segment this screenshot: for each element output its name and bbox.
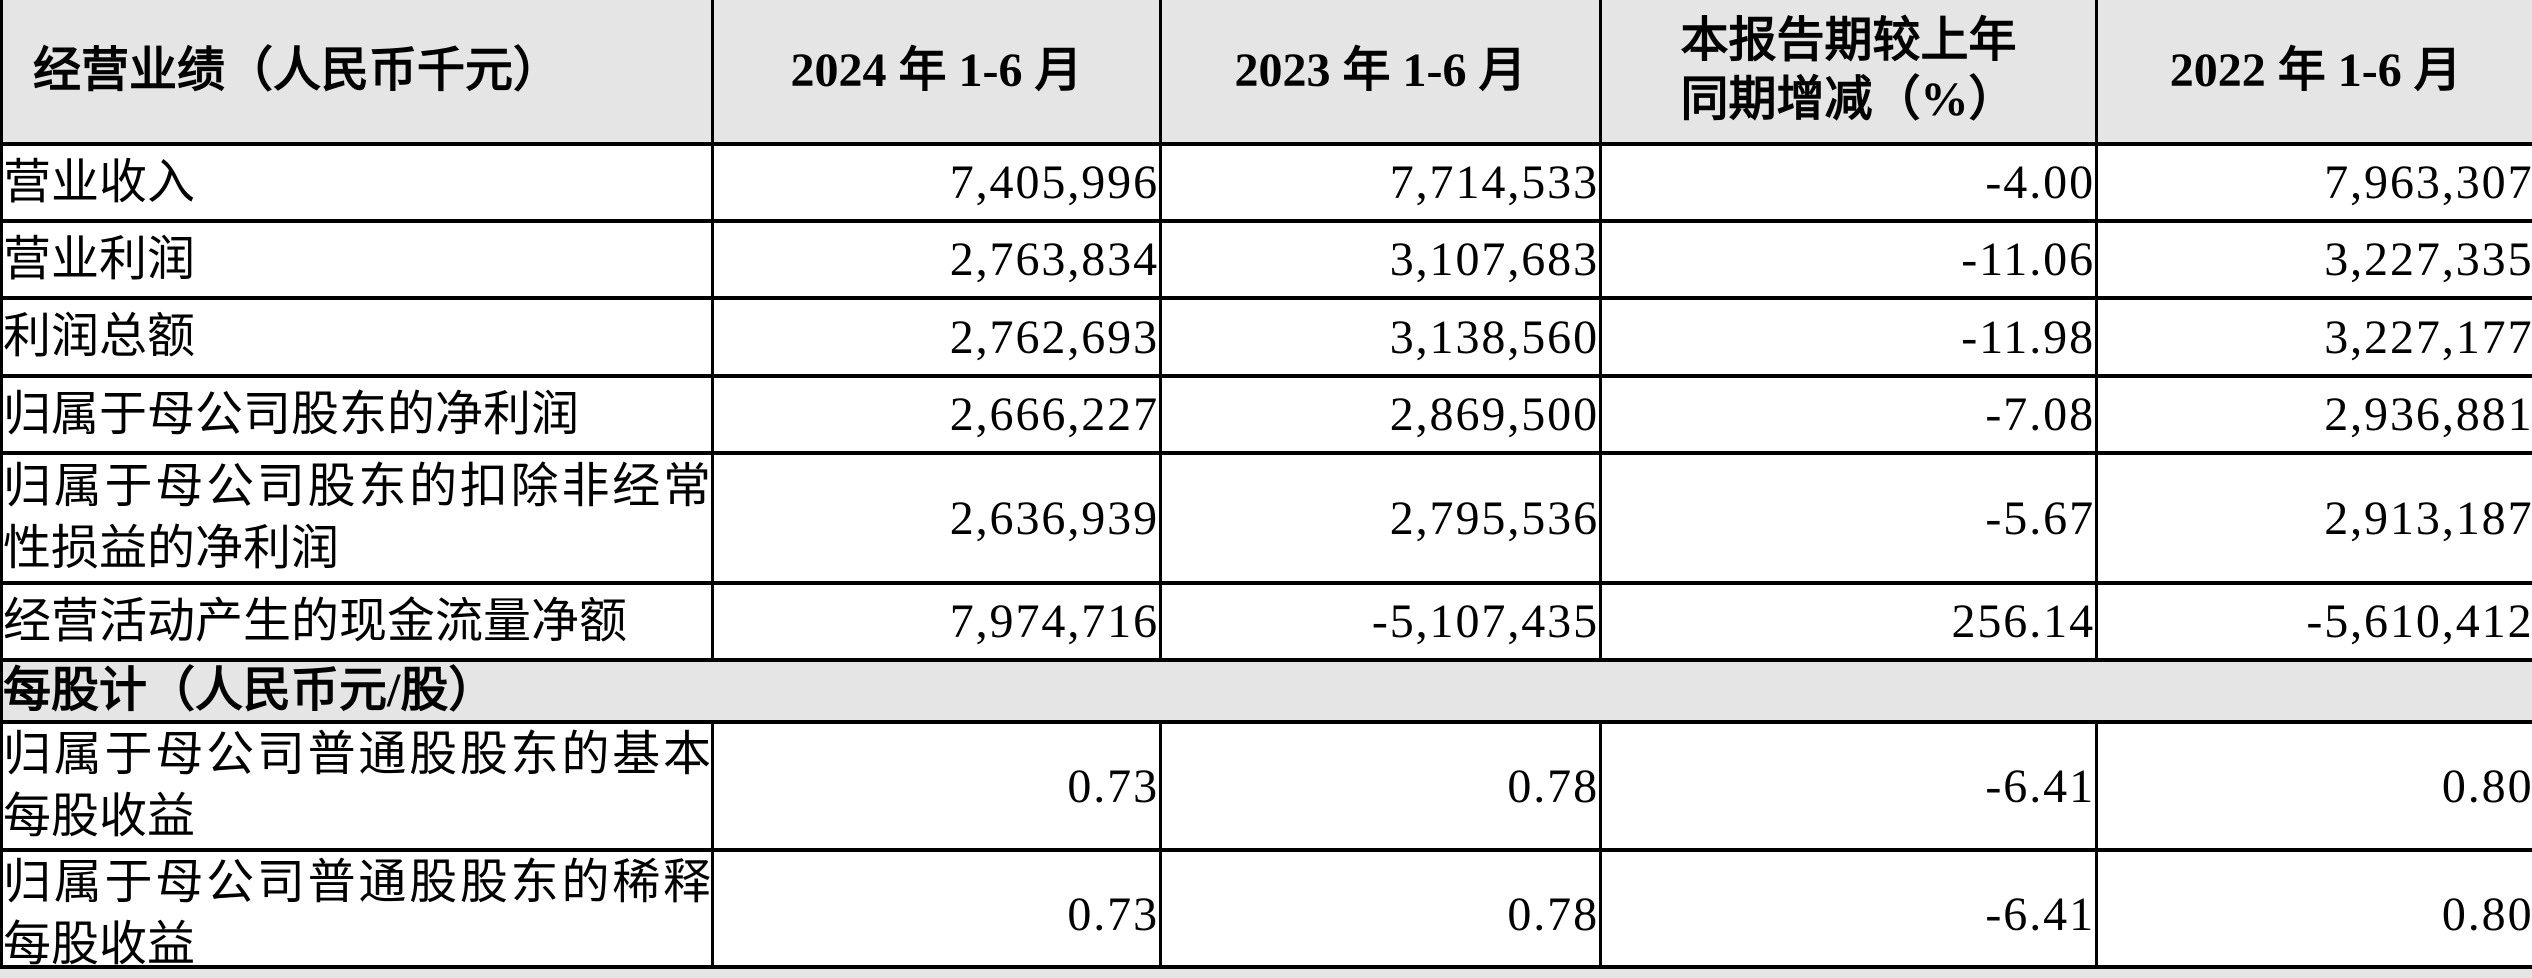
table-row-net-profit-excl-nonrecurring: 归属于母公司股东的扣除非经常性损益的净利润 2,636,939 2,795,53… (0, 451, 2532, 585)
value-change: -7.08 (1599, 374, 2098, 455)
row-label: 利润总额 (0, 296, 714, 378)
value-2022: 0.80 (2095, 720, 2532, 852)
value-change: -4.00 (1599, 142, 2098, 223)
value-2023: 7,714,533 (1159, 142, 1602, 223)
value-2022: 2,913,187 (2095, 451, 2532, 585)
value-2024: 7,405,996 (711, 142, 1162, 223)
value-2023: 2,795,536 (1159, 451, 1602, 585)
table-row-operating-revenue: 营业收入 7,405,996 7,714,533 -4.00 7,963,307 (0, 142, 2532, 223)
cropped-next-section-strip (0, 965, 2532, 978)
value-2023: 0.78 (1159, 720, 1602, 852)
value-2024: 7,974,716 (711, 581, 1162, 662)
section-divider-per-share: 每股计（人民币元/股） (0, 658, 2532, 724)
row-label: 营业利润 (0, 219, 714, 300)
value-change: -6.41 (1599, 720, 2098, 852)
value-2024: 0.73 (711, 848, 1162, 978)
table-row-operating-profit: 营业利润 2,763,834 3,107,683 -11.06 3,227,33… (0, 219, 2532, 300)
column-header-2024: 2024 年 1-6 月 (711, 0, 1162, 146)
value-2022: 0.80 (2095, 848, 2532, 978)
value-2023: -5,107,435 (1159, 581, 1602, 662)
value-2024: 2,636,939 (711, 451, 1162, 585)
row-label: 归属于母公司股东的净利润 (0, 374, 714, 455)
value-change: -5.67 (1599, 451, 2098, 585)
row-label: 营业收入 (0, 142, 714, 223)
column-header-2022: 2022 年 1-6 月 (2095, 0, 2532, 146)
table-row-diluted-eps: 归属于母公司普通股股东的稀释每股收益 0.73 0.78 -6.41 0.80 (0, 848, 2532, 978)
value-change: -6.41 (1599, 848, 2098, 978)
row-label: 归属于母公司股东的扣除非经常性损益的净利润 (0, 451, 714, 585)
value-2024: 2,763,834 (711, 219, 1162, 300)
table-row-total-profit: 利润总额 2,762,693 3,138,560 -11.98 3,227,17… (0, 296, 2532, 378)
value-2022: 2,936,881 (2095, 374, 2532, 455)
value-2022: -5,610,412 (2095, 581, 2532, 662)
value-change: -11.98 (1599, 296, 2098, 378)
table-row-net-profit-attributable: 归属于母公司股东的净利润 2,666,227 2,869,500 -7.08 2… (0, 374, 2532, 455)
value-2023: 3,107,683 (1159, 219, 1602, 300)
value-change: -11.06 (1599, 219, 2098, 300)
value-2023: 0.78 (1159, 848, 1602, 978)
table-row-operating-cash-flow: 经营活动产生的现金流量净额 7,974,716 -5,107,435 256.1… (0, 581, 2532, 662)
value-2022: 7,963,307 (2095, 142, 2532, 223)
value-2023: 3,138,560 (1159, 296, 1602, 378)
column-header-change-line2: 同期增减（%） (1680, 73, 2017, 126)
value-2022: 3,227,335 (2095, 219, 2532, 300)
row-label: 经营活动产生的现金流量净额 (0, 581, 714, 662)
value-2023: 2,869,500 (1159, 374, 1602, 455)
column-header-change: 本报告期较上年 同期增减（%） (1599, 0, 2098, 146)
table-header-row: 经营业绩（人民币千元） 2024 年 1-6 月 2023 年 1-6 月 本报… (0, 0, 2532, 146)
value-2022: 3,227,177 (2095, 296, 2532, 378)
table-row-basic-eps: 归属于母公司普通股股东的基本每股收益 0.73 0.78 -6.41 0.80 (0, 720, 2532, 852)
column-header-2023: 2023 年 1-6 月 (1159, 0, 1602, 146)
value-change: 256.14 (1599, 581, 2098, 662)
value-2024: 2,762,693 (711, 296, 1162, 378)
row-label: 归属于母公司普通股股东的稀释每股收益 (0, 848, 714, 978)
value-2024: 0.73 (711, 720, 1162, 852)
section-header-label: 每股计（人民币元/股） (0, 658, 2532, 724)
column-header-metrics: 经营业绩（人民币千元） (0, 0, 714, 146)
value-2024: 2,666,227 (711, 374, 1162, 455)
row-label: 归属于母公司普通股股东的基本每股收益 (0, 720, 714, 852)
column-header-change-line1: 本报告期较上年 (1680, 14, 2017, 68)
